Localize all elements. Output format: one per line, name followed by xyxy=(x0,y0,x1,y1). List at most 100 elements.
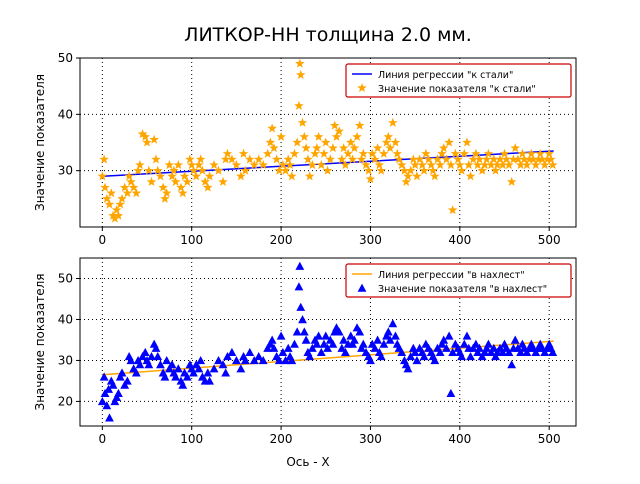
data-point xyxy=(128,182,139,192)
data-point xyxy=(365,174,376,184)
data-point xyxy=(337,343,347,352)
data-point xyxy=(280,165,291,175)
data-point xyxy=(265,339,275,348)
data-point xyxy=(269,343,279,352)
data-point xyxy=(495,154,505,164)
data-point xyxy=(115,372,125,381)
data-point xyxy=(137,129,148,139)
data-point xyxy=(442,343,451,352)
data-point xyxy=(462,331,472,340)
data-point xyxy=(455,160,465,170)
data-point xyxy=(220,154,231,164)
data-point xyxy=(456,165,467,175)
data-point xyxy=(480,347,490,356)
x-tick-label: 100 xyxy=(180,233,203,247)
data-point xyxy=(414,154,425,164)
data-point xyxy=(328,143,338,153)
legend-series-label: Значение показателя "к стали" xyxy=(378,84,536,95)
data-point xyxy=(299,327,309,336)
x-tick-label: 200 xyxy=(270,432,293,446)
data-point xyxy=(117,193,127,203)
data-point xyxy=(535,148,546,158)
data-point xyxy=(102,401,112,410)
y-tick-label: 20 xyxy=(58,394,73,408)
data-point xyxy=(524,154,535,164)
data-point xyxy=(223,351,232,361)
data-point xyxy=(346,331,356,340)
y-axis-label: Значение показателя xyxy=(33,274,47,411)
data-point xyxy=(195,154,206,164)
data-point xyxy=(147,351,156,361)
data-point xyxy=(110,213,120,223)
data-point xyxy=(238,148,249,158)
data-point xyxy=(382,331,391,340)
data-point xyxy=(188,165,199,175)
data-point xyxy=(329,120,340,130)
data-point xyxy=(140,347,150,356)
data-point xyxy=(316,160,327,170)
data-point xyxy=(131,368,141,377)
x-tick-label: 500 xyxy=(538,233,561,247)
data-point xyxy=(430,356,440,365)
x-tick-label: 500 xyxy=(538,432,561,446)
data-point xyxy=(274,356,284,365)
data-point xyxy=(144,165,154,175)
data-point xyxy=(379,148,389,158)
data-point xyxy=(472,160,483,170)
data-point xyxy=(218,176,228,186)
data-point xyxy=(367,148,377,158)
data-point xyxy=(321,137,331,147)
data-point xyxy=(482,343,492,352)
legend-marker-swatch xyxy=(357,283,367,292)
data-point xyxy=(214,356,223,365)
data-point xyxy=(322,165,333,175)
data-point xyxy=(504,160,514,170)
data-point xyxy=(331,131,342,141)
data-point xyxy=(171,372,181,381)
data-point xyxy=(515,160,526,170)
data-point xyxy=(313,131,324,141)
data-point xyxy=(221,368,231,377)
data-point xyxy=(294,282,304,291)
data-point xyxy=(510,143,520,153)
data-point xyxy=(194,364,204,373)
axes-frame xyxy=(79,57,577,228)
data-point xyxy=(392,148,403,158)
data-point xyxy=(388,319,398,328)
data-point xyxy=(354,120,365,130)
data-point xyxy=(490,165,501,175)
data-point xyxy=(287,356,297,365)
data-point xyxy=(517,148,528,158)
data-point xyxy=(236,171,246,181)
data-point xyxy=(110,397,120,406)
data-point xyxy=(544,148,554,158)
data-point xyxy=(501,154,512,164)
data-point xyxy=(546,154,556,164)
data-point xyxy=(100,388,110,397)
data-point xyxy=(441,154,452,164)
data-point xyxy=(120,380,130,389)
data-point xyxy=(405,165,416,175)
data-point xyxy=(477,351,487,361)
data-point xyxy=(269,143,279,153)
data-point xyxy=(334,126,344,136)
data-point xyxy=(283,343,293,352)
data-point xyxy=(346,137,356,147)
data-point xyxy=(196,356,206,365)
data-point xyxy=(274,165,285,175)
data-point xyxy=(167,171,177,181)
data-point xyxy=(339,335,349,344)
y-tick-label: 50 xyxy=(58,271,73,285)
data-point xyxy=(295,69,306,79)
data-point xyxy=(526,148,537,158)
data-point xyxy=(403,171,413,181)
data-point xyxy=(115,199,125,209)
data-point xyxy=(447,205,458,215)
data-point xyxy=(160,193,170,203)
data-point xyxy=(497,160,508,170)
data-point xyxy=(240,356,250,365)
data-point xyxy=(435,160,445,170)
data-point xyxy=(231,160,242,170)
data-point xyxy=(403,364,413,373)
